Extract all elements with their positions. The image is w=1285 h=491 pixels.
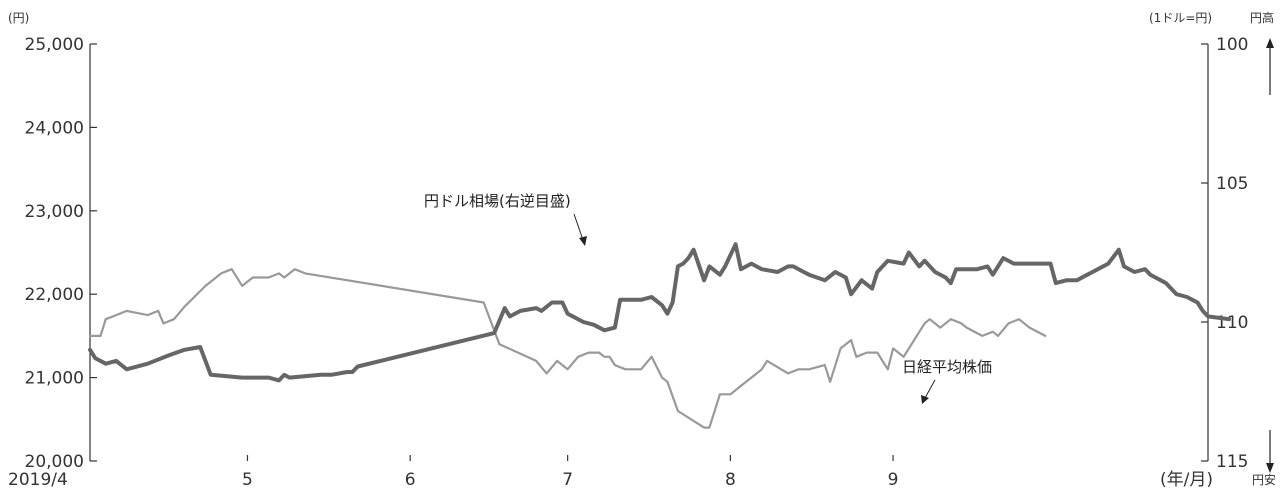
yen-strong-note: 円高	[1250, 10, 1274, 25]
usdjpy-annotation-arrowhead	[579, 236, 587, 246]
right-axis-tick-label: 105	[1216, 174, 1248, 194]
x-axis-tick-label: 9	[888, 470, 899, 490]
axes-layer	[89, 44, 1209, 461]
nikkei-annotation-arrow	[924, 379, 936, 399]
usdjpy-annotation: 円ドル相場(右逆目盛)	[424, 192, 587, 246]
nikkei-annotation-label: 日経平均株価	[902, 358, 992, 376]
x-axis-tick-label: 7	[562, 470, 573, 490]
usdjpy-annotation-label: 円ドル相場(右逆目盛)	[424, 192, 571, 210]
series-layer	[88, 242, 1231, 429]
nikkei-annotation-arrowhead	[921, 395, 929, 404]
left-axis-tick-label: 21,000	[25, 369, 84, 389]
x-axis-unit: (年/月)	[1160, 470, 1213, 490]
yen-weak-note: 円安	[1252, 472, 1276, 487]
left-axis-tick-label: 23,000	[25, 202, 84, 222]
right-axis-tick-label: 115	[1216, 452, 1248, 472]
right-axis-unit: (1ドル=円)	[1149, 11, 1212, 25]
left-axis-tick-label: 20,000	[25, 452, 84, 472]
left-axis-tick-label: 22,000	[25, 285, 84, 305]
left-axis-unit: (円)	[8, 11, 29, 25]
x-axis-tick-label: 6	[405, 470, 416, 490]
nikkei-series-line	[88, 268, 1047, 429]
x-axis-tick-label: 8	[725, 470, 736, 490]
x-axis-tick-label: 2019/4	[8, 470, 68, 490]
x-axis-ticks: 2019/4 5 6 7 8 9	[8, 455, 898, 490]
left-axis-ticks: 20,000 21,000 22,000 23,000 24,000 25,000	[25, 35, 97, 472]
left-axis-tick-label: 25,000	[25, 35, 84, 55]
usdjpy-series-line	[88, 242, 1231, 383]
yen-weak-arrow-icon	[1266, 430, 1274, 473]
usdjpy-annotation-arrow	[573, 213, 584, 241]
x-axis-tick-label: 5	[242, 470, 253, 490]
left-axis-tick-label: 24,000	[25, 118, 84, 138]
yen-strong-arrow-icon	[1266, 38, 1274, 95]
nikkei-annotation: 日経平均株価	[902, 358, 992, 404]
right-axis-tick-label: 110	[1216, 313, 1248, 333]
right-axis-tick-label: 100	[1216, 35, 1248, 55]
